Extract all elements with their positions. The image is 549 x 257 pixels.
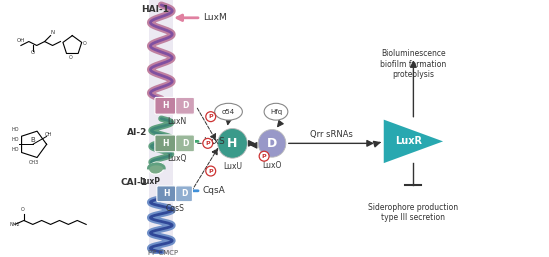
Text: O: O: [69, 55, 72, 60]
Text: H: H: [163, 189, 170, 198]
Text: D: D: [182, 139, 188, 148]
Text: H: H: [162, 139, 169, 148]
FancyBboxPatch shape: [176, 186, 193, 202]
Text: O: O: [31, 50, 35, 55]
Text: HO: HO: [11, 137, 19, 142]
Text: LuxR: LuxR: [395, 136, 422, 146]
Ellipse shape: [259, 151, 269, 161]
FancyBboxPatch shape: [157, 186, 176, 202]
Ellipse shape: [258, 130, 286, 157]
Text: PP CMCP: PP CMCP: [148, 250, 178, 256]
Text: Hfq: Hfq: [270, 109, 282, 115]
Text: H: H: [227, 137, 238, 150]
Text: CqsS: CqsS: [166, 204, 184, 213]
Text: LuxP: LuxP: [139, 177, 160, 186]
Text: NH2: NH2: [9, 222, 20, 227]
FancyBboxPatch shape: [155, 135, 176, 152]
Ellipse shape: [149, 162, 164, 174]
Text: CAI-1: CAI-1: [120, 178, 148, 187]
Text: P: P: [205, 141, 210, 146]
Text: LuxN: LuxN: [167, 117, 187, 126]
FancyBboxPatch shape: [176, 97, 194, 114]
Text: N: N: [51, 30, 55, 35]
Text: LuxM: LuxM: [203, 13, 227, 22]
Ellipse shape: [206, 166, 216, 176]
Polygon shape: [384, 120, 443, 163]
Text: LuxS: LuxS: [203, 137, 225, 146]
Text: P: P: [209, 114, 213, 119]
Text: Siderophore production
type III secretion: Siderophore production type III secretio…: [368, 203, 458, 222]
Text: H: H: [162, 101, 169, 110]
Text: B: B: [30, 137, 35, 143]
Text: O: O: [83, 41, 87, 47]
Text: HO: HO: [11, 127, 19, 133]
FancyBboxPatch shape: [155, 97, 176, 114]
Text: O: O: [21, 207, 25, 212]
Bar: [149, 0, 173, 254]
Ellipse shape: [217, 128, 247, 158]
Text: CH3: CH3: [29, 160, 39, 165]
Text: Bioluminescence
biofilm formation
proteolysis: Bioluminescence biofilm formation proteo…: [380, 49, 446, 79]
Text: OH: OH: [44, 132, 52, 137]
Ellipse shape: [264, 103, 288, 120]
Text: CqsA: CqsA: [203, 186, 226, 195]
Text: OH: OH: [17, 38, 25, 42]
Text: D: D: [267, 137, 277, 150]
FancyBboxPatch shape: [176, 135, 194, 152]
Ellipse shape: [203, 139, 212, 148]
Text: D: D: [182, 101, 188, 110]
Text: Qrr sRNAs: Qrr sRNAs: [310, 130, 353, 139]
Text: LuxU: LuxU: [223, 162, 242, 171]
Text: LuxO: LuxO: [262, 161, 282, 170]
Ellipse shape: [206, 112, 216, 122]
Text: P: P: [209, 169, 213, 173]
Text: D: D: [181, 189, 187, 198]
Text: HO: HO: [11, 147, 19, 152]
Text: P: P: [262, 154, 266, 159]
Text: HAI-1: HAI-1: [141, 5, 169, 14]
Text: AI-2: AI-2: [127, 128, 148, 137]
Ellipse shape: [215, 103, 242, 120]
Text: σ54: σ54: [222, 109, 235, 115]
Text: LuxQ: LuxQ: [167, 154, 187, 163]
